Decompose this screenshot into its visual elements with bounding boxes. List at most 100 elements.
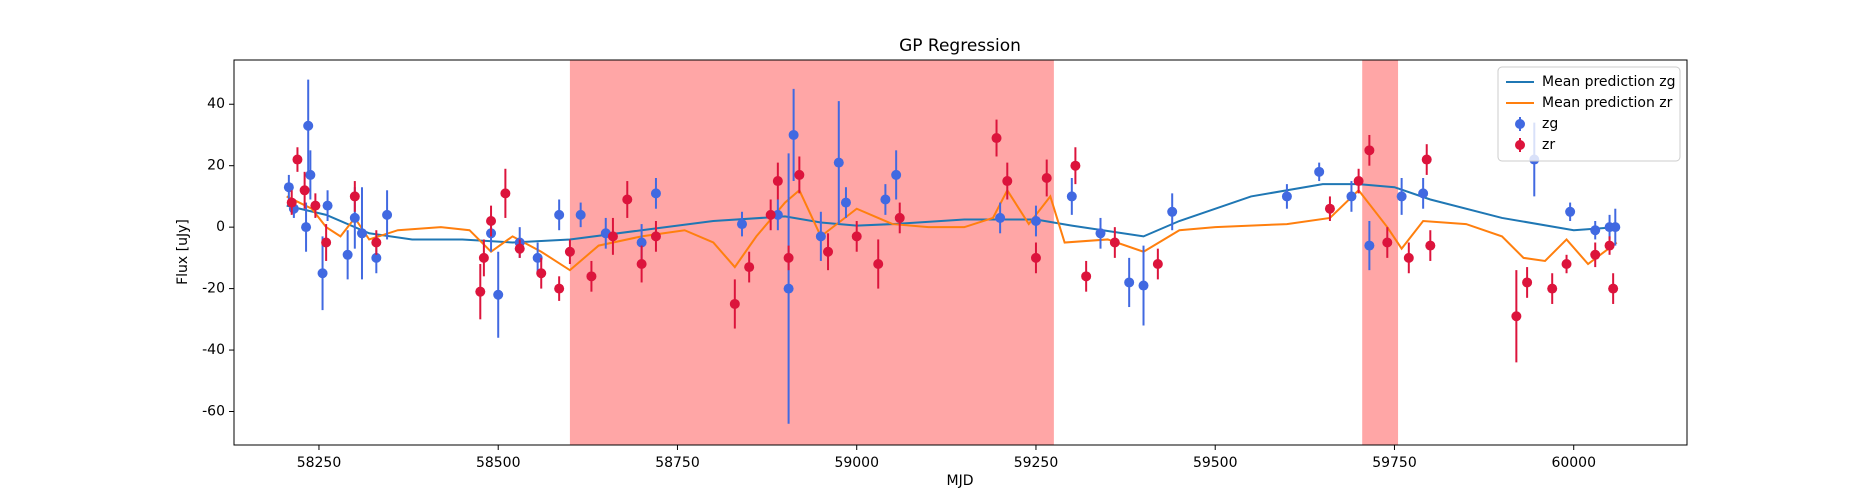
legend-label: zr (1542, 137, 1555, 153)
x-tick-label: 59250 (1014, 455, 1059, 471)
plot-area (283, 60, 1621, 445)
point (765, 209, 776, 220)
point (1421, 154, 1432, 165)
x-tick-label: 58500 (476, 455, 521, 471)
point (299, 185, 310, 196)
point (1030, 216, 1041, 227)
point (310, 200, 321, 211)
point (1610, 222, 1621, 233)
x-tick-label: 58250 (297, 455, 342, 471)
point (342, 249, 353, 260)
mean-line (286, 188, 1618, 272)
point (1081, 271, 1092, 282)
point (1522, 277, 1533, 288)
point (283, 182, 294, 193)
legend-label: zg (1542, 116, 1558, 132)
point (349, 191, 360, 202)
point (851, 231, 862, 242)
legend-box (1497, 66, 1681, 162)
point (783, 283, 794, 294)
point (788, 129, 799, 140)
point (301, 222, 312, 233)
point (1608, 283, 1619, 294)
point (514, 243, 525, 254)
point (1590, 225, 1601, 236)
x-tick-label: 59500 (1193, 455, 1238, 471)
point (607, 231, 618, 242)
point (1281, 191, 1292, 202)
point (1364, 240, 1375, 251)
x-tick-label: 59750 (1372, 455, 1417, 471)
point (554, 209, 565, 220)
point (322, 200, 333, 211)
point (1138, 280, 1149, 291)
point (1353, 176, 1364, 187)
point (1547, 283, 1558, 294)
point (650, 231, 661, 242)
point (1066, 191, 1077, 202)
point (1425, 240, 1436, 251)
point (1002, 176, 1013, 187)
point (1167, 206, 1178, 217)
point (636, 237, 647, 248)
point (356, 228, 367, 239)
y-tick-label: -60 (202, 404, 225, 420)
point (1041, 172, 1052, 183)
shaded-span (569, 60, 1054, 445)
point (744, 262, 755, 273)
point (1561, 259, 1572, 270)
x-tick-label: 59000 (834, 455, 879, 471)
point (305, 169, 316, 180)
y-tick-label: -20 (202, 281, 225, 297)
point (894, 212, 905, 223)
point (575, 209, 586, 220)
x-tick-label: 60000 (1551, 455, 1596, 471)
legend-label: Mean prediction zr (1542, 95, 1673, 111)
x-axis-label: MJD (947, 473, 974, 489)
legend-marker (1515, 119, 1525, 129)
point (783, 252, 794, 263)
point (564, 246, 575, 257)
point (1604, 240, 1615, 251)
point (880, 194, 891, 205)
point (478, 252, 489, 263)
point (729, 298, 740, 309)
point (1124, 277, 1135, 288)
point (1590, 249, 1601, 260)
shaded-span (1362, 60, 1399, 445)
point (823, 246, 834, 257)
chart-title: GP Regression (899, 36, 1021, 56)
point (1403, 252, 1414, 263)
point (321, 237, 332, 248)
point (995, 212, 1006, 223)
y-tick-label: -40 (202, 342, 225, 358)
point (303, 120, 314, 131)
point (1030, 252, 1041, 263)
point (891, 169, 902, 180)
point (586, 271, 597, 282)
point (772, 209, 783, 220)
point (1324, 203, 1335, 214)
point (833, 157, 844, 168)
point (1565, 206, 1576, 217)
point (1382, 237, 1393, 248)
point (536, 268, 547, 279)
point (292, 154, 303, 165)
x-tick-label: 58750 (655, 455, 700, 471)
y-tick-label: 20 (207, 158, 225, 174)
point (500, 188, 511, 199)
point (317, 268, 328, 279)
point (1346, 191, 1357, 202)
point (636, 259, 647, 270)
point (1418, 188, 1429, 199)
point (1511, 311, 1522, 322)
point (493, 289, 504, 300)
point (1070, 160, 1081, 171)
mean-line (286, 183, 1617, 244)
point (382, 209, 393, 220)
point (286, 197, 297, 208)
point (815, 231, 826, 242)
point (736, 219, 747, 230)
legend-label: Mean prediction zg (1542, 74, 1676, 90)
point (371, 237, 382, 248)
